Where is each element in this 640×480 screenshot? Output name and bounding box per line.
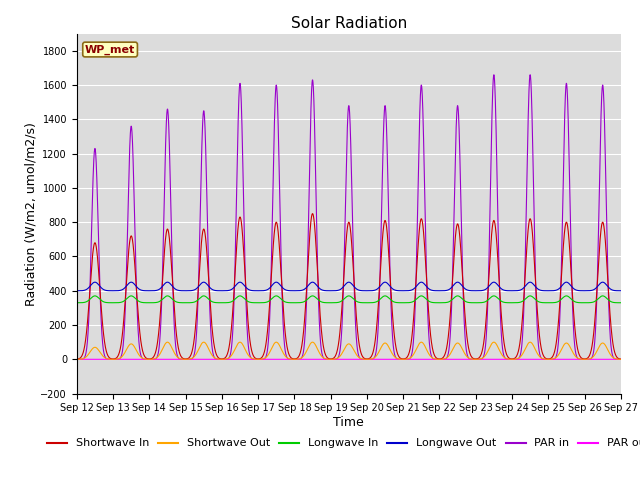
PAR in	[471, 357, 479, 362]
Longwave Out	[91, 279, 99, 285]
PAR in	[328, 357, 336, 362]
Line: PAR in: PAR in	[77, 75, 621, 360]
PAR in	[617, 357, 625, 362]
PAR in	[171, 328, 179, 334]
Shortwave Out	[616, 357, 624, 362]
PAR out	[617, 357, 625, 362]
Line: Longwave Out: Longwave Out	[77, 282, 621, 291]
Shortwave In	[308, 211, 316, 216]
Shortwave In	[502, 348, 509, 354]
Shortwave Out	[471, 356, 479, 362]
Line: Shortwave In: Shortwave In	[77, 214, 621, 359]
PAR out	[471, 357, 479, 362]
Longwave In	[617, 300, 625, 306]
Shortwave In	[171, 310, 179, 316]
X-axis label: Time: Time	[333, 416, 364, 429]
Longwave Out	[502, 288, 509, 293]
Longwave In	[329, 300, 337, 306]
Longwave Out	[441, 288, 449, 294]
Longwave In	[171, 298, 179, 304]
Longwave Out	[617, 288, 625, 294]
PAR in	[526, 72, 534, 78]
Text: WP_met: WP_met	[85, 44, 135, 55]
Longwave Out	[616, 288, 624, 294]
Longwave Out	[471, 288, 479, 294]
Shortwave Out	[440, 356, 448, 362]
Line: Shortwave Out: Shortwave Out	[77, 342, 621, 360]
Shortwave Out	[526, 339, 534, 345]
Shortwave Out	[73, 357, 81, 362]
Shortwave In	[471, 356, 479, 362]
Shortwave In	[441, 352, 449, 358]
Y-axis label: Radiation (W/m2, umol/m2/s): Radiation (W/m2, umol/m2/s)	[25, 121, 38, 306]
Longwave Out	[171, 286, 179, 291]
Longwave In	[471, 300, 479, 306]
PAR in	[440, 356, 448, 362]
PAR out	[502, 357, 509, 362]
Shortwave Out	[502, 355, 509, 361]
PAR out	[328, 357, 336, 362]
Shortwave In	[617, 356, 625, 362]
Line: Longwave In: Longwave In	[77, 296, 621, 303]
Longwave In	[91, 293, 99, 299]
PAR out	[73, 357, 81, 362]
Longwave Out	[73, 288, 81, 294]
Legend: Shortwave In, Shortwave Out, Longwave In, Longwave Out, PAR in, PAR out: Shortwave In, Shortwave Out, Longwave In…	[43, 434, 640, 453]
Shortwave Out	[328, 356, 336, 362]
Shortwave Out	[171, 350, 179, 356]
PAR out	[171, 357, 179, 362]
Title: Solar Radiation: Solar Radiation	[291, 16, 407, 31]
Shortwave In	[73, 356, 81, 362]
Shortwave In	[329, 356, 337, 361]
PAR in	[73, 357, 81, 362]
Longwave In	[73, 300, 81, 306]
PAR out	[440, 357, 448, 362]
Shortwave Out	[617, 357, 625, 362]
PAR out	[616, 357, 624, 362]
Shortwave In	[616, 356, 624, 362]
Longwave In	[616, 300, 624, 306]
Longwave In	[502, 300, 509, 305]
Longwave Out	[329, 288, 337, 294]
PAR in	[616, 357, 624, 362]
Longwave In	[441, 300, 449, 306]
PAR in	[502, 356, 509, 361]
